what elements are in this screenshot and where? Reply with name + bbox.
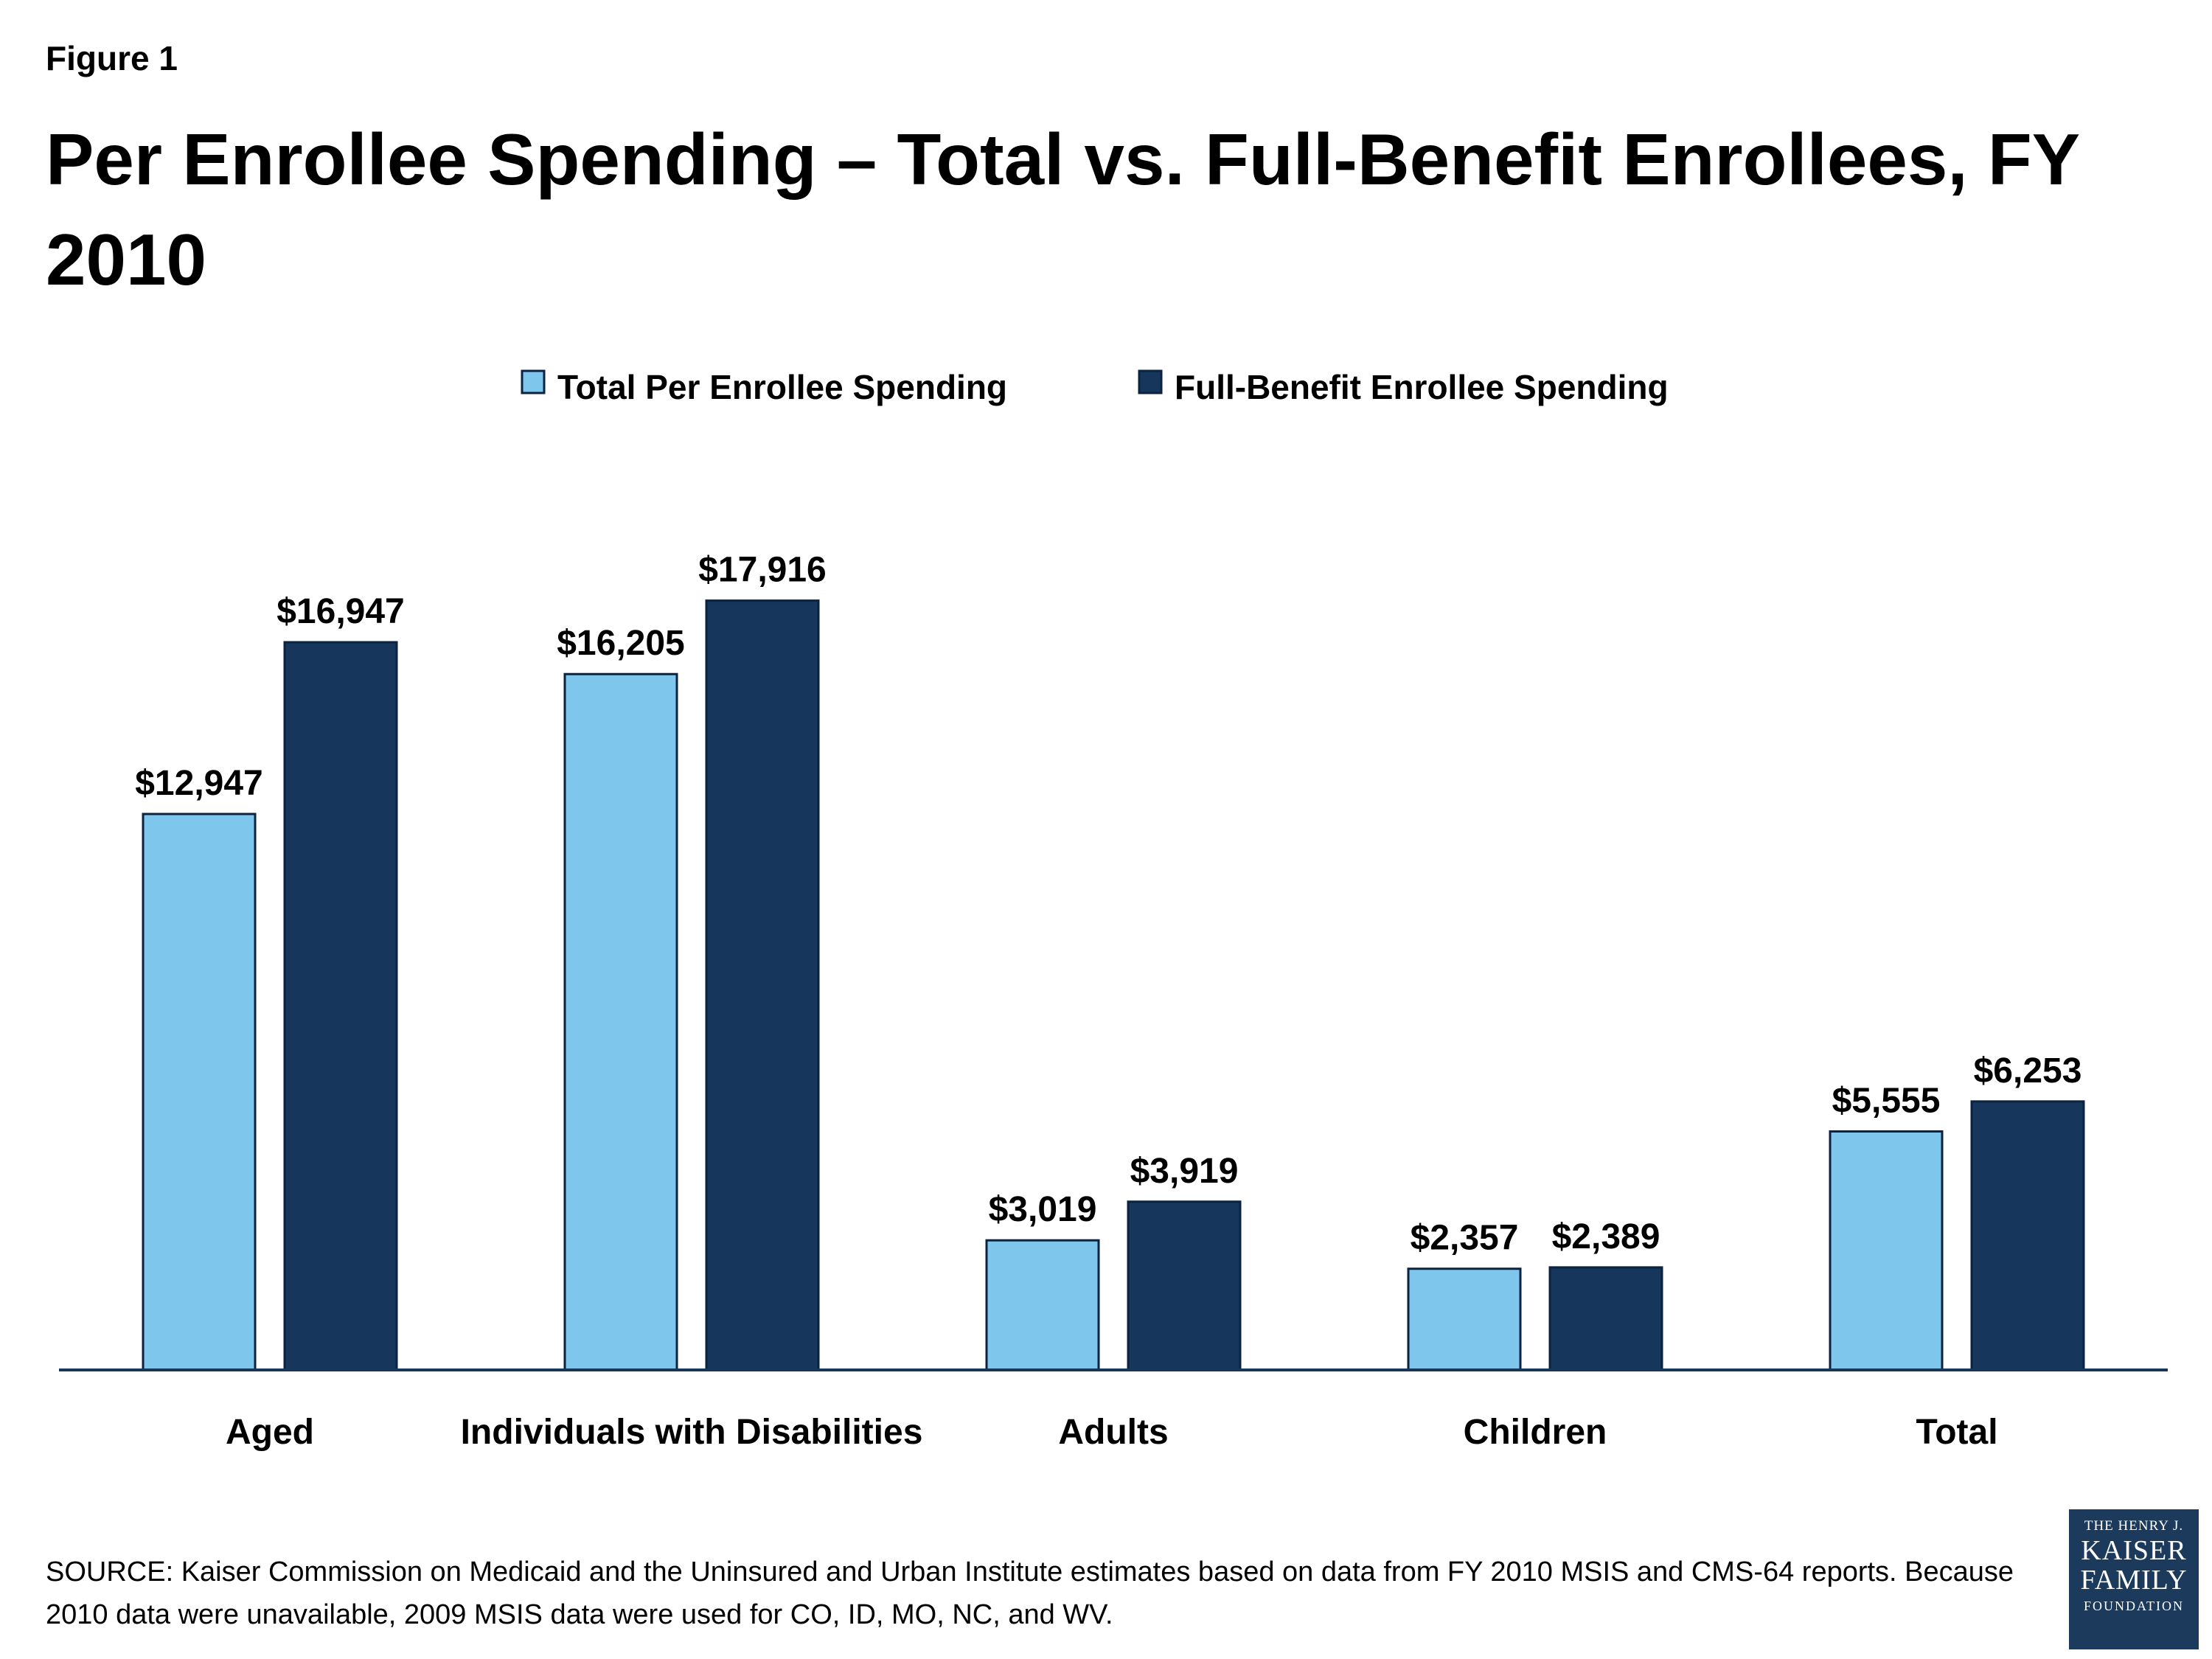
logo-line: FOUNDATION <box>2084 1599 2184 1613</box>
data-label: $3,019 <box>989 1190 1097 1229</box>
bar <box>1829 1130 1944 1371</box>
data-label: $6,253 <box>1974 1051 2082 1091</box>
bar <box>563 672 678 1371</box>
data-label: $17,916 <box>698 551 827 590</box>
category-label: Individuals with Disabilities <box>461 1413 923 1452</box>
bar <box>1970 1100 2085 1371</box>
bar <box>1548 1266 1663 1371</box>
data-label: $3,919 <box>1130 1152 1239 1191</box>
legend-swatch <box>1138 369 1163 394</box>
data-label: $16,205 <box>557 624 685 663</box>
bar <box>142 813 257 1371</box>
data-label: $16,947 <box>276 592 405 631</box>
bar <box>705 599 820 1371</box>
bar <box>1127 1200 1242 1371</box>
category-label: Total <box>1916 1413 1997 1452</box>
logo-line: FAMILY <box>2080 1565 2188 1596</box>
data-label: $12,947 <box>135 764 263 803</box>
logo-line: KAISER <box>2081 1535 2187 1566</box>
legend-label: Total Per Enrollee Spending <box>557 368 1007 406</box>
figure-label: Figure 1 <box>46 39 178 77</box>
bar <box>283 641 398 1371</box>
bar <box>1407 1267 1522 1371</box>
data-label: $2,357 <box>1411 1219 1519 1258</box>
data-label: $2,389 <box>1552 1217 1660 1256</box>
chart-title: Per Enrollee Spending – Total vs. Full-B… <box>46 119 2079 300</box>
source-note: SOURCE: Kaiser Commission on Medicaid an… <box>46 1557 2014 1630</box>
legend-swatch <box>521 369 546 394</box>
logo-line: THE HENRY J. <box>2084 1518 2184 1534</box>
legend-label: Full-Benefit Enrollee Spending <box>1175 368 1669 406</box>
category-label: Aged <box>226 1413 314 1452</box>
data-label: $5,555 <box>1832 1081 1941 1120</box>
bar-chart: Total Per Enrollee Spending Full-Benefit … <box>59 368 2168 1452</box>
bar <box>985 1239 1100 1371</box>
category-label: Adults <box>1058 1413 1168 1452</box>
category-label: Children <box>1464 1413 1607 1452</box>
kaiser-family-foundation-logo: THE HENRY J. KAISER FAMILY FOUNDATION <box>2069 1509 2199 1649</box>
